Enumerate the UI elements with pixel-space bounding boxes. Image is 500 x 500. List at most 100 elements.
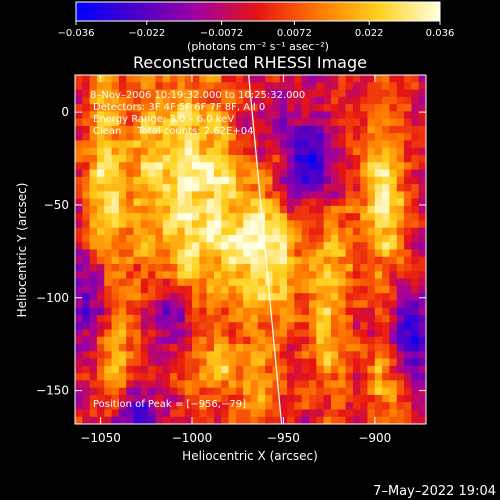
heatmap-cell bbox=[323, 147, 332, 156]
heatmap-cell bbox=[272, 82, 281, 91]
heatmap-cell bbox=[309, 227, 317, 236]
heatmap-cell bbox=[192, 387, 200, 396]
heatmap-cell bbox=[367, 351, 376, 360]
heatmap-cell bbox=[170, 169, 178, 178]
heatmap-cell bbox=[177, 118, 186, 127]
heatmap-cell bbox=[309, 154, 317, 163]
heatmap-cell bbox=[316, 140, 325, 149]
heatmap-cell bbox=[272, 314, 281, 323]
heatmap-cell bbox=[89, 249, 98, 258]
heatmap-cell bbox=[352, 89, 361, 98]
x-tick-label: −900 bbox=[358, 431, 391, 445]
heatmap-cell bbox=[338, 154, 347, 163]
heatmap-cell bbox=[301, 147, 310, 156]
heatmap-cell bbox=[221, 118, 230, 127]
heatmap-cell bbox=[118, 198, 127, 207]
heatmap-cell bbox=[213, 373, 222, 381]
heatmap-cell bbox=[221, 234, 230, 243]
heatmap-cell bbox=[272, 256, 281, 265]
heatmap-cell bbox=[367, 118, 376, 127]
heatmap-cell bbox=[133, 264, 142, 272]
heatmap-cell bbox=[177, 191, 186, 200]
heatmap-cell bbox=[294, 307, 303, 316]
heatmap-cell bbox=[367, 300, 376, 309]
heatmap-cell bbox=[126, 205, 135, 214]
colorbar-tick-label: 0.0072 bbox=[277, 28, 312, 39]
heatmap-cell bbox=[170, 351, 178, 360]
heatmap-cell bbox=[243, 249, 252, 258]
heatmap-cell bbox=[323, 154, 332, 163]
heatmap-cell bbox=[75, 82, 83, 91]
heatmap-cell bbox=[279, 402, 288, 411]
heatmap-cell bbox=[221, 104, 230, 112]
heatmap-cell bbox=[323, 133, 332, 142]
heatmap-cell bbox=[382, 351, 391, 360]
heatmap-cell bbox=[309, 162, 317, 171]
heatmap-cell bbox=[213, 329, 222, 338]
heatmap-cell bbox=[309, 184, 317, 192]
y-axis: 0−50−100−150 bbox=[36, 105, 426, 398]
heatmap-cell bbox=[118, 271, 127, 280]
heatmap-cell bbox=[294, 75, 303, 83]
colorbar-tick-label: −0.022 bbox=[128, 28, 165, 39]
heatmap-cell bbox=[118, 147, 127, 156]
heatmap-cell bbox=[118, 365, 127, 374]
heatmap-cell bbox=[228, 184, 237, 192]
heatmap-cell bbox=[148, 75, 157, 83]
heatmap-cell bbox=[213, 140, 222, 149]
heatmap-cell bbox=[396, 336, 405, 345]
heatmap-cell bbox=[323, 322, 332, 331]
heatmap-cell bbox=[396, 358, 405, 367]
heatmap-cell bbox=[396, 314, 405, 323]
heatmap-cell bbox=[309, 416, 317, 424]
limb-line bbox=[248, 75, 283, 424]
heatmap-cell bbox=[148, 329, 157, 338]
heatmap-cell bbox=[257, 344, 266, 352]
heatmap-cell bbox=[89, 314, 98, 323]
x-axis-label: Heliocentric X (arcsec) bbox=[182, 449, 318, 463]
heatmap-cell bbox=[279, 125, 288, 134]
heatmap-cell bbox=[155, 373, 164, 381]
heatmap-cell bbox=[118, 96, 127, 105]
heatmap-cell bbox=[221, 409, 230, 418]
heatmap-cell bbox=[338, 227, 347, 236]
heatmap-cell bbox=[170, 242, 178, 251]
heatmap-cell bbox=[206, 307, 215, 316]
heatmap-cell bbox=[338, 256, 347, 265]
heatmap-cell bbox=[177, 227, 186, 236]
heatmap-cell bbox=[162, 300, 171, 309]
heatmap-cell bbox=[404, 220, 412, 229]
heatmap-cell bbox=[396, 380, 405, 389]
heatmap-cell bbox=[367, 285, 376, 294]
heatmap-cell bbox=[316, 264, 325, 272]
heatmap-cell bbox=[82, 96, 91, 105]
heatmap-cell bbox=[89, 365, 98, 374]
heatmap-cell bbox=[309, 402, 317, 411]
heatmap-cell bbox=[411, 278, 420, 287]
heatmap-cell bbox=[411, 191, 420, 200]
heatmap-cell bbox=[352, 220, 361, 229]
heatmap-cell bbox=[199, 307, 208, 316]
heatmap-cell bbox=[345, 416, 354, 424]
heatmap-cell bbox=[352, 242, 361, 251]
heatmap-cell bbox=[272, 125, 281, 134]
heatmap-cell bbox=[170, 75, 178, 83]
heatmap-cell bbox=[228, 75, 237, 83]
heatmap-cell bbox=[162, 351, 171, 360]
heatmap-cell bbox=[162, 264, 171, 272]
heatmap-cell bbox=[155, 358, 164, 367]
heatmap-cell bbox=[140, 205, 149, 214]
heatmap-cell bbox=[75, 227, 83, 236]
heatmap-cell bbox=[206, 293, 215, 301]
heatmap-cell bbox=[404, 416, 412, 424]
heatmap-cell bbox=[82, 162, 91, 171]
heatmap-cell bbox=[126, 89, 135, 98]
heatmap-cell bbox=[162, 118, 171, 127]
heatmap-cell bbox=[221, 191, 230, 200]
heatmap-cell bbox=[199, 154, 208, 163]
heatmap-cell bbox=[75, 307, 83, 316]
heatmap-cell bbox=[155, 184, 164, 192]
heatmap-cell bbox=[301, 198, 310, 207]
heatmap-cell bbox=[265, 213, 274, 222]
heatmap-cell bbox=[148, 402, 157, 411]
